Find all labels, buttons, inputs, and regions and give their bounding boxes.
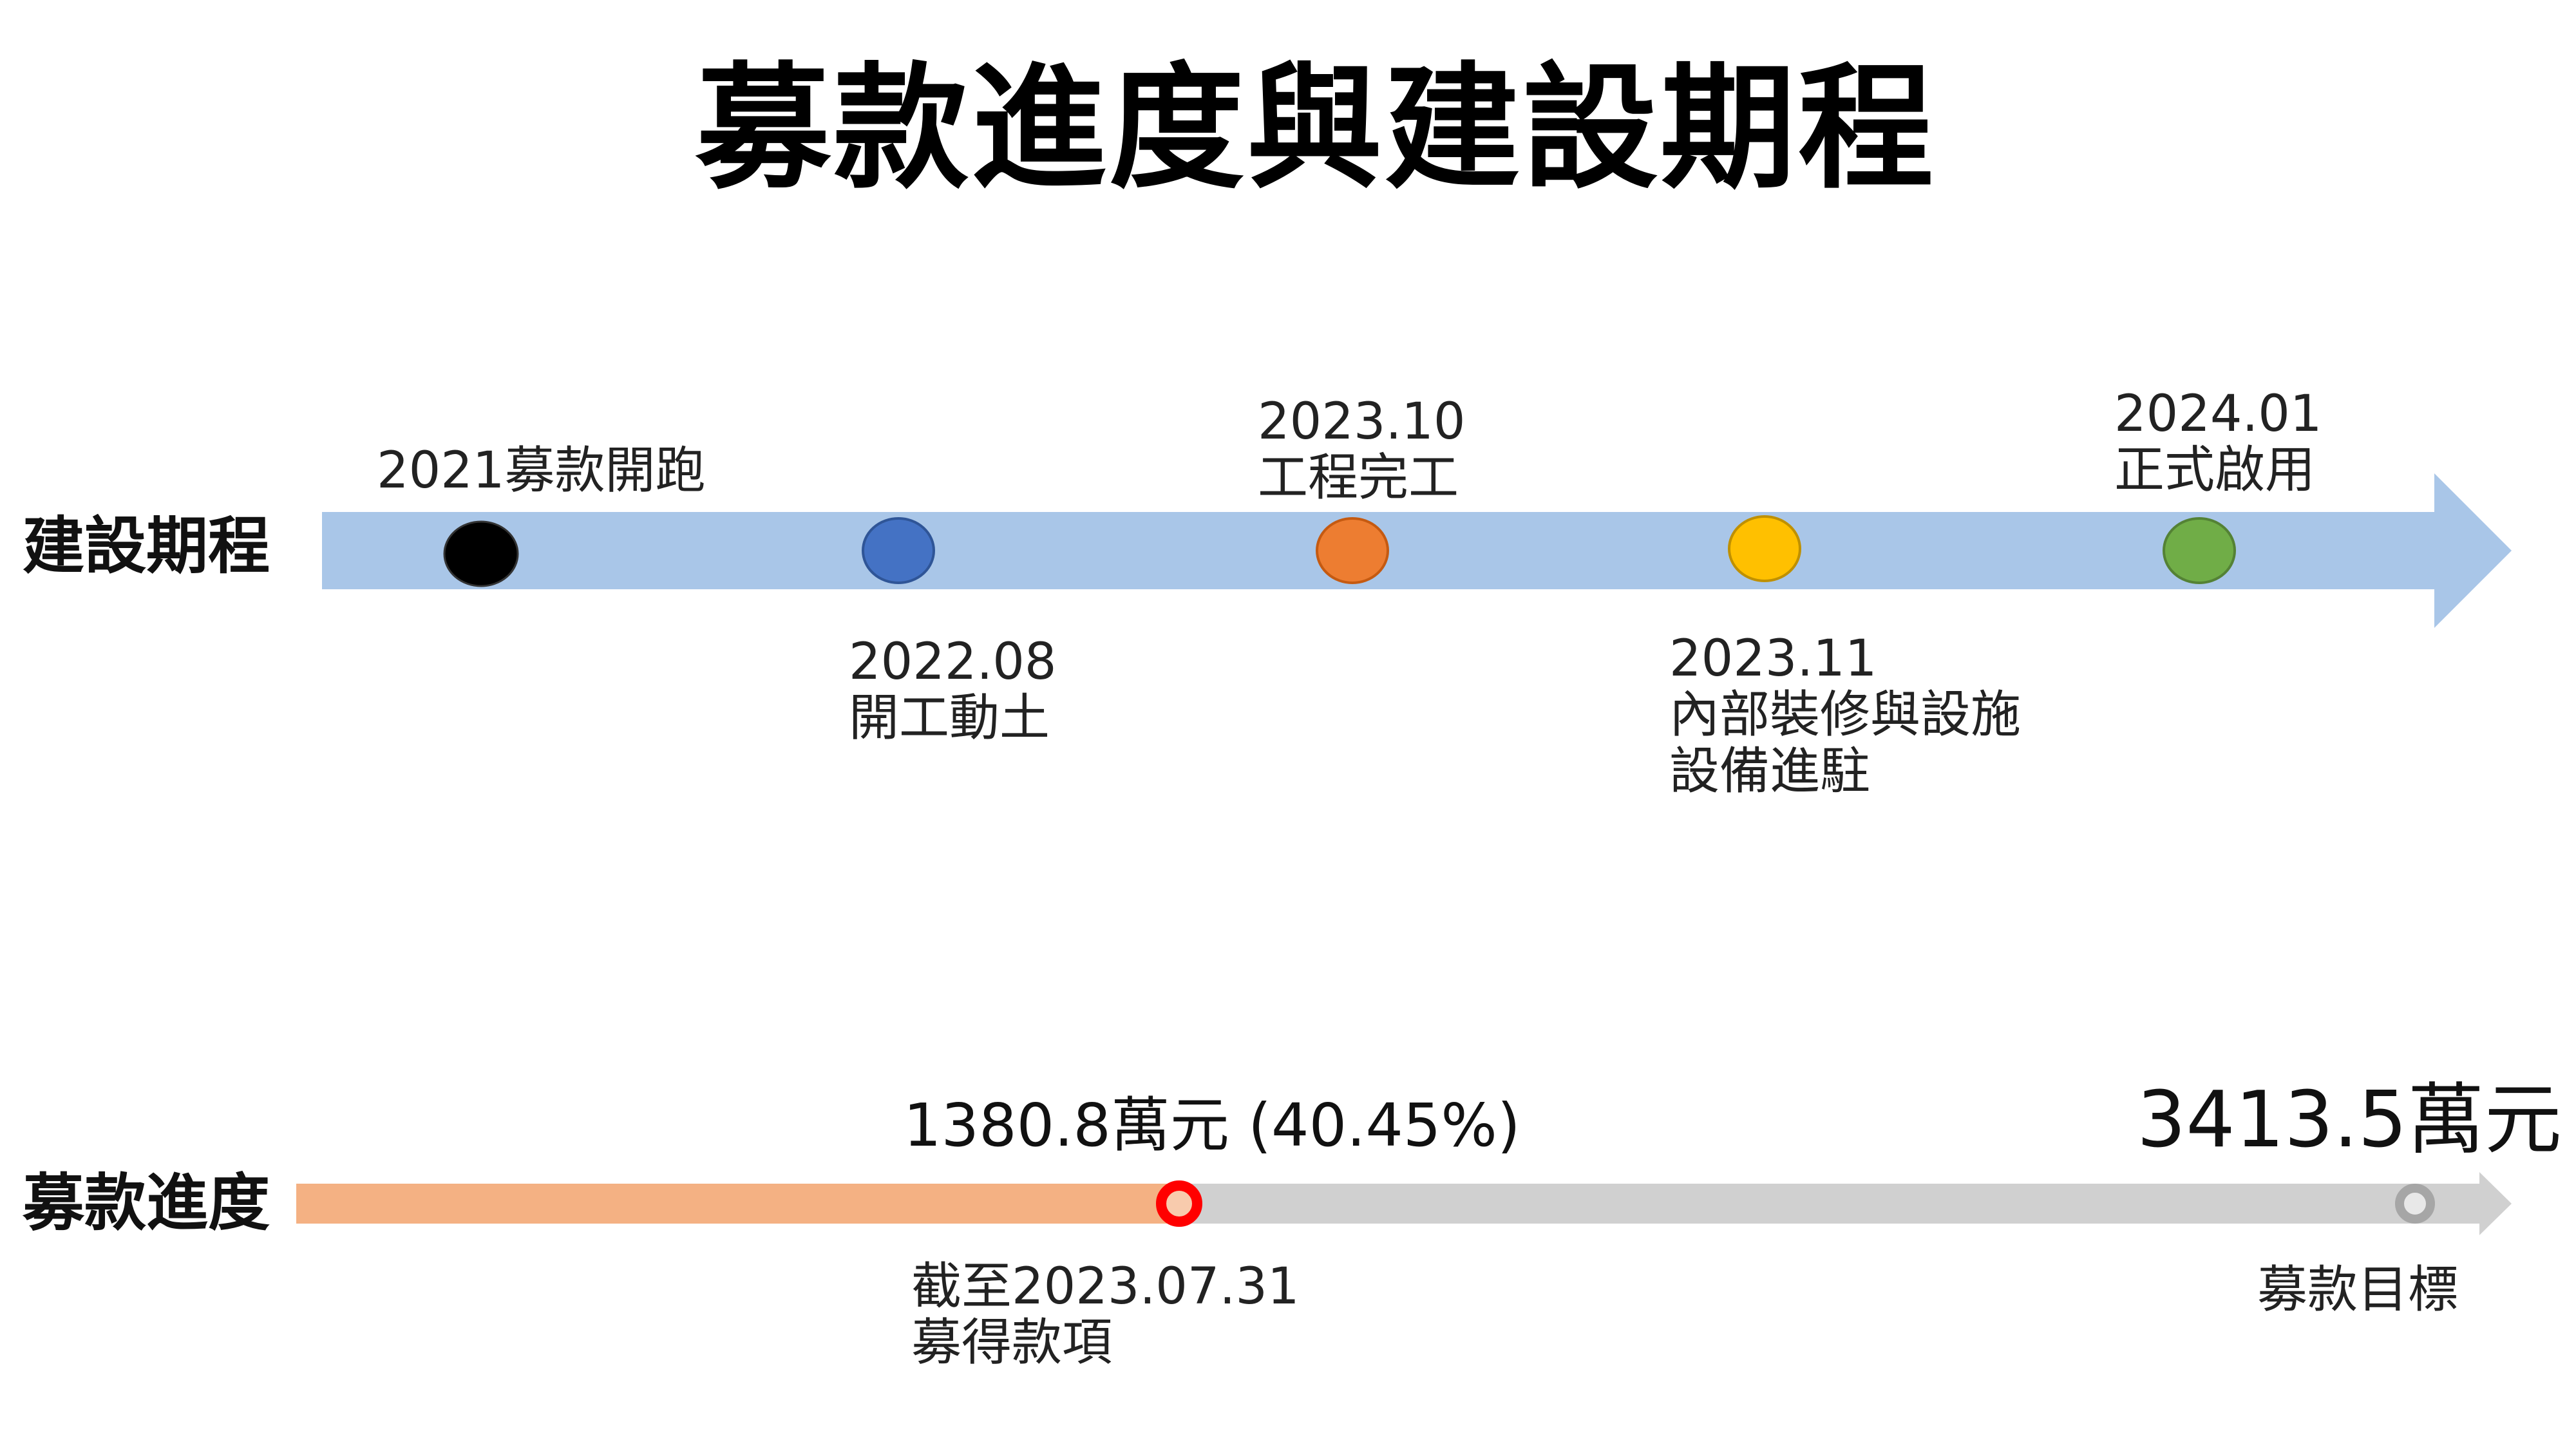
milestone-label-fundraising-start: 2021募款開跑 — [377, 442, 706, 500]
fundraising-row-label: 募款進度 — [23, 1167, 270, 1239]
milestone-text: 工程完工 — [1258, 449, 1459, 507]
page-title: 募款進度與建設期程 — [696, 50, 1937, 207]
milestone-label-official-opening: 2024.01 正式啟用 — [2114, 386, 2322, 499]
progress-bar-arrowhead — [2479, 1172, 2512, 1235]
milestone-date: 2023.11 — [1669, 630, 1877, 688]
goal-amount-label: 3413.5萬元 — [2137, 1075, 2562, 1165]
milestone-date: 2023.10 — [1258, 393, 1466, 451]
milestone-dot-construction-complete — [1316, 517, 1389, 584]
milestone-label-groundbreaking: 2022.08 開工動土 — [849, 634, 1057, 747]
raised-amount-marker — [1156, 1180, 1202, 1227]
milestone-date: 2022.08 — [849, 633, 1057, 691]
milestone-dot-official-opening — [2163, 517, 2236, 584]
milestone-text: 正式啟用 — [2114, 441, 2316, 500]
milestone-text: 內部裝修與設施 — [1669, 686, 2022, 744]
timeline-row-label: 建設期程 — [23, 510, 270, 582]
milestone-label-interior-fitout: 2023.11 內部裝修與設施 設備進駐 — [1669, 630, 2022, 800]
milestone-dot-interior-fitout — [1728, 515, 1801, 582]
as-of-date: 截至2023.07.31 — [911, 1258, 1300, 1316]
timeline-arrow — [322, 473, 2512, 628]
goal-marker — [2395, 1184, 2435, 1224]
progress-bar-raised — [296, 1184, 1179, 1224]
raised-as-of-label: 截至2023.07.31 募得款項 — [911, 1258, 1300, 1372]
milestone-text: 開工動土 — [849, 689, 1050, 748]
milestone-date: 2024.01 — [2114, 385, 2322, 443]
milestone-text: 2021募款開跑 — [377, 442, 706, 500]
milestone-label-construction-complete: 2023.10 工程完工 — [1258, 393, 1466, 507]
goal-caption-label: 募款目標 — [2257, 1261, 2459, 1319]
milestone-text-2: 設備進駐 — [1669, 742, 1871, 800]
milestone-dot-groundbreaking — [862, 517, 935, 584]
as-of-caption: 募得款項 — [911, 1314, 1113, 1372]
milestone-dot-fundraising-start — [443, 520, 519, 587]
raised-amount-label: 1380.8萬元 (40.45%) — [904, 1091, 1520, 1160]
